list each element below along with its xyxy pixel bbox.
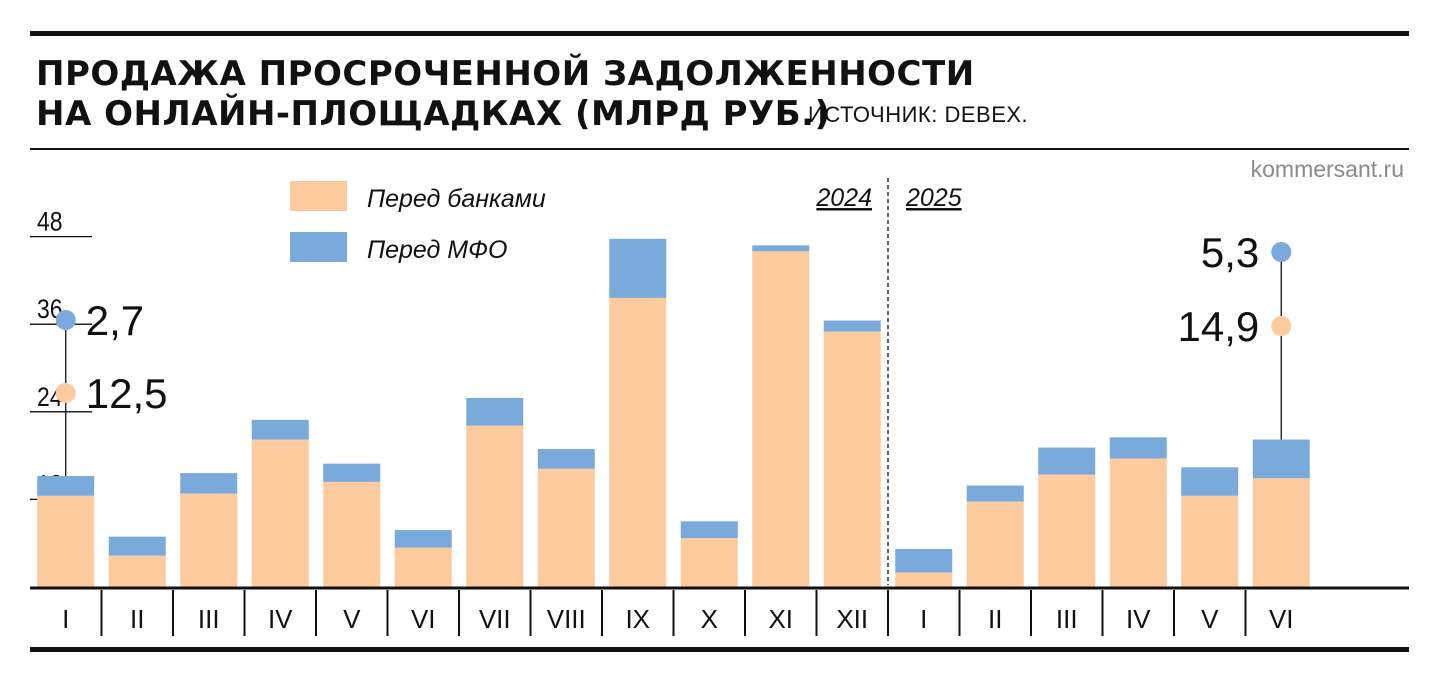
bar-mfo: [1181, 467, 1239, 496]
bar-mfo: [1252, 439, 1310, 479]
bar-banks: [1181, 495, 1239, 587]
x-tick-label: XI: [768, 604, 793, 634]
x-tick-label: IV: [1126, 604, 1151, 634]
bar-mfo: [251, 419, 309, 440]
x-tick-label: II: [130, 604, 144, 634]
x-tick-label: VI: [411, 604, 436, 634]
annotation-dot-mfo: [55, 310, 76, 330]
legend-swatch-mfo: [290, 232, 347, 262]
bar-mfo: [37, 476, 95, 496]
chart-title-line-1: ПРОДАЖА ПРОСРОЧЕННОЙ ЗАДОЛЖЕННОСТИ: [36, 54, 975, 94]
x-tick-label: I: [62, 604, 69, 634]
bar-mfo: [180, 473, 238, 494]
bar-banks: [251, 439, 309, 587]
bar-banks: [966, 501, 1024, 587]
bar-banks: [108, 555, 166, 587]
bar-mfo: [108, 536, 166, 556]
bar-banks: [823, 331, 881, 587]
bar-banks: [895, 572, 953, 587]
annotation-value-banks: 12,5: [86, 370, 168, 417]
header-rule: [30, 148, 1409, 150]
legend-label-banks: Перед банками: [367, 185, 546, 213]
legend-label-mfo: Перед МФО: [367, 236, 507, 264]
bar-mfo: [823, 320, 881, 332]
x-tick-label: V: [343, 604, 361, 634]
legend-swatch-banks: [290, 181, 347, 211]
bar-mfo: [752, 245, 810, 252]
bar-banks: [394, 547, 452, 587]
x-tick-label: IV: [268, 604, 293, 634]
x-tick-label: III: [198, 604, 220, 634]
brand-watermark: kommersant.ru: [1250, 156, 1404, 182]
annotation-dot-banks: [1271, 316, 1292, 336]
bar-banks: [1109, 458, 1167, 587]
x-tick-label: III: [1056, 604, 1078, 634]
bar-banks: [609, 297, 667, 587]
source-note: ИСТОЧНИК: DEBEX.: [808, 102, 1029, 127]
bar-mfo: [609, 238, 667, 298]
bar-banks: [752, 251, 810, 587]
chart-title-line-2: НА ОНЛАЙН-ПЛОЩАДКАХ (МЛРД РУБ.): [36, 94, 831, 134]
bottom-rule: [30, 647, 1409, 652]
x-tick-label: V: [1201, 604, 1219, 634]
x-tick-label: VI: [1269, 604, 1294, 634]
annotation-value-mfo: 2,7: [86, 297, 144, 344]
bar-banks: [680, 538, 738, 587]
x-tick-label: XII: [836, 604, 868, 634]
bar-mfo: [1038, 447, 1096, 475]
bar-banks: [466, 425, 524, 587]
bar-mfo: [466, 397, 524, 426]
top-rule: [30, 31, 1409, 36]
bar-mfo: [323, 463, 381, 482]
annotation-value-mfo: 5,3: [1201, 229, 1259, 276]
bar-mfo: [680, 521, 738, 539]
bar-banks: [1252, 478, 1310, 587]
bar-banks: [180, 493, 238, 587]
x-tick-label: VII: [479, 604, 511, 634]
x-tick-label: VIII: [547, 604, 586, 634]
x-tick-label: II: [988, 604, 1002, 634]
bar-mfo: [1109, 437, 1167, 459]
bar-mfo: [895, 549, 953, 573]
bar-mfo: [537, 449, 595, 469]
bar-mfo: [966, 485, 1024, 502]
bar-mfo: [394, 530, 452, 548]
annotation-dot-mfo: [1271, 242, 1292, 262]
bar-banks: [323, 481, 381, 587]
annotation-dot-banks: [55, 383, 76, 403]
bar-banks: [537, 468, 595, 587]
year-label-2025: 2025: [905, 184, 962, 212]
annotation-value-banks: 14,9: [1178, 303, 1260, 350]
bar-banks: [1038, 474, 1096, 587]
year-label-2024: 2024: [815, 184, 872, 212]
x-tick-label: I: [920, 604, 927, 634]
x-tick-label: X: [701, 604, 718, 634]
y-tick-label: 48: [37, 207, 63, 237]
bar-banks: [37, 495, 95, 587]
x-tick-label: IX: [625, 604, 650, 634]
